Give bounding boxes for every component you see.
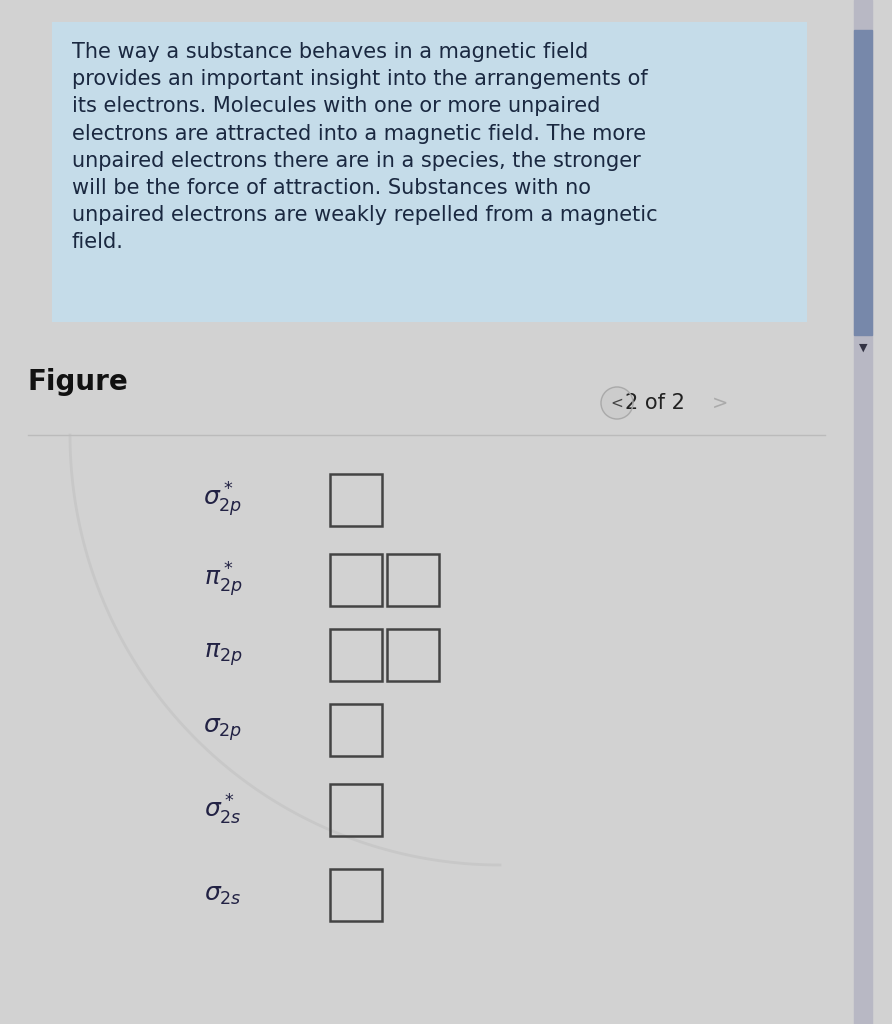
Text: Figure: Figure (28, 368, 128, 396)
Text: $\sigma^*_{2p}$: $\sigma^*_{2p}$ (202, 480, 242, 519)
Bar (330, 629, 382, 681)
Bar (330, 554, 382, 606)
Bar (330, 869, 382, 921)
Bar (387, 629, 439, 681)
Bar (330, 474, 382, 526)
Text: >: > (712, 393, 728, 413)
Text: $\sigma_{2p}$: $\sigma_{2p}$ (202, 717, 242, 743)
Text: $\sigma^*_{2s}$: $\sigma^*_{2s}$ (204, 793, 242, 827)
Text: The way a substance behaves in a magnetic field
provides an important insight in: The way a substance behaves in a magneti… (72, 42, 657, 252)
Text: $\pi_{2p}$: $\pi_{2p}$ (203, 642, 242, 669)
Bar (330, 784, 382, 836)
Bar (330, 705, 382, 756)
Bar (854, 30, 872, 335)
Text: <: < (611, 395, 624, 411)
Text: 2 of 2: 2 of 2 (625, 393, 685, 413)
Bar (854, 0, 872, 1024)
Text: $\sigma_{2s}$: $\sigma_{2s}$ (204, 883, 242, 907)
Bar (387, 554, 439, 606)
Text: ▼: ▼ (859, 343, 867, 353)
Text: $\pi^*_{2p}$: $\pi^*_{2p}$ (203, 561, 242, 599)
Bar (52, 22, 807, 322)
Circle shape (601, 387, 633, 419)
